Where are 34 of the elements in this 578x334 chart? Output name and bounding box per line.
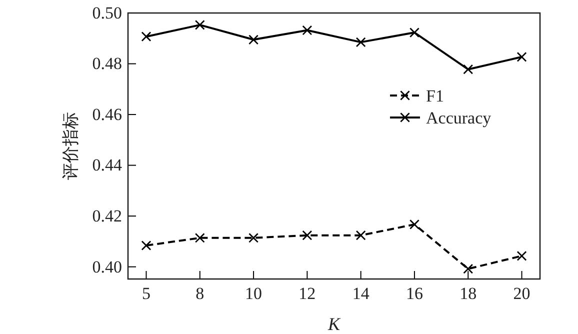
x-tick-label: 5 — [142, 284, 150, 304]
y-tick-label: 0.44 — [92, 156, 122, 175]
legend-label: F1 — [426, 86, 444, 106]
point — [463, 64, 474, 74]
point — [194, 20, 205, 30]
y-tick-label: 0.48 — [92, 54, 122, 74]
x-tick-label: 8 — [196, 284, 204, 304]
x-tick-label: 20 — [513, 284, 530, 304]
point — [248, 34, 259, 45]
point — [194, 232, 205, 243]
x-tick-label: 18 — [460, 284, 477, 304]
x-tick-label: 12 — [298, 284, 316, 304]
x-tick-label: 10 — [245, 284, 262, 304]
y-tick-label: 0.46 — [92, 104, 122, 124]
point — [516, 250, 527, 261]
x-tick-label: 16 — [406, 284, 423, 304]
point — [141, 240, 152, 250]
point — [302, 230, 312, 240]
x-tick-label: 14 — [352, 284, 370, 304]
point — [141, 32, 152, 42]
legend-label: Accuracy — [426, 108, 492, 128]
y-axis-title: 评价指标 — [61, 112, 81, 180]
y-tick-label: 0.40 — [92, 257, 122, 276]
point — [516, 52, 527, 62]
point — [248, 232, 259, 243]
y-tick-label: 0.42 — [92, 206, 122, 226]
point — [409, 219, 420, 230]
point — [356, 37, 366, 48]
point — [356, 230, 366, 240]
y-tick-label: 0.50 — [92, 3, 122, 22]
point — [302, 25, 312, 36]
x-axis-title: K — [326, 314, 341, 334]
point — [409, 28, 420, 38]
point — [463, 264, 474, 274]
